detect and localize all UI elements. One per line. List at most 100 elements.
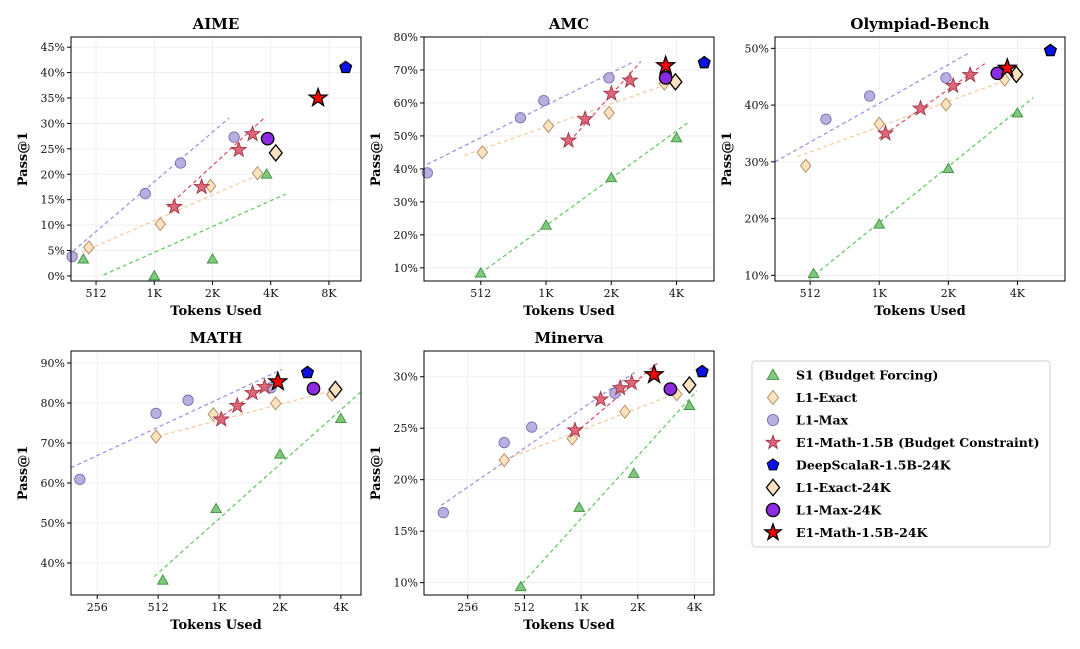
data-point-e1_24 [307,86,329,108]
legend-marker-star [762,521,784,542]
data-point-max [514,112,527,124]
y-tick-label: 35% [41,92,65,105]
legend: S1 (Budget Forcing) L1-Exact L1-Max E1-Math… [751,360,1051,548]
y-tick-label: 20% [41,168,65,181]
data-point-s1 [260,168,273,179]
y-tick-label: 10% [41,219,65,232]
data-point-s1 [573,501,586,512]
legend-label: E1-Math-1.5B (Budget Constraint) [796,435,1040,450]
data-point-exact [83,240,95,255]
legend-item: E1-Math-1.5B-24K [762,521,929,542]
trend-line-e1 [216,377,279,420]
trend-line-s1 [103,193,287,276]
data-point-e1 [876,124,895,141]
y-tick-label: 10% [394,577,418,590]
x-axis-label: Tokens Used [170,304,261,319]
data-point-s1 [156,574,169,585]
legend-marker-pentagon [766,458,780,471]
y-tick-label: 40% [745,99,769,112]
data-point-exact24 [682,375,697,395]
data-point-e1 [576,109,594,127]
trend-line-s1 [516,390,697,590]
y-tick-label: 80% [394,31,418,44]
data-point-exact [204,178,217,194]
x-tick-label: 4K [263,287,279,300]
legend-item: L1-Exact [766,389,857,406]
data-point-e1 [621,71,639,88]
y-tick-label: 50% [41,517,65,530]
legend-marker-star [764,433,782,450]
data-point-exact [603,105,615,121]
data-point-e1_24 [996,56,1019,78]
legend-label: E1-Math-1.5B-24K [796,525,929,540]
data-point-max [603,72,615,84]
data-point-e1 [243,124,262,142]
data-point-e1_24 [267,370,289,391]
chart-title: Olympiad-Bench [850,15,989,33]
data-point-max [820,113,832,125]
data-point-max [498,436,510,449]
trend-line-exact [157,389,335,437]
x-tick-label: 8K [321,287,337,300]
x-axis-label: Tokens Used [874,304,965,319]
y-tick-label: 30% [394,196,418,209]
y-tick-label: 20% [394,474,418,487]
x-axis-label: Tokens Used [170,618,261,633]
legend-label: L1-Max-24K [796,503,882,518]
data-point-exact [940,97,952,112]
y-tick-label: 60% [41,477,65,490]
x-tick-label: 4K [687,601,703,614]
y-tick-label: 0% [48,270,65,283]
chart-title: AMC [548,15,589,33]
y-tick-label: 25% [394,422,418,435]
y-axis-label: Pass@1 [369,132,384,187]
trend-line-e1 [167,117,265,208]
x-tick-label: 2K [604,287,620,300]
data-point-e1 [611,378,629,396]
data-point-max [150,407,162,420]
legend-label: L1-Exact [796,390,857,405]
data-point-s1 [206,252,219,264]
x-tick-label: 256 [87,601,108,614]
x-tick-label: 512 [470,287,491,300]
data-point-max24 [663,382,678,396]
legend-item: S1 (Budget Forcing) [766,368,938,383]
legend-marker-circle [765,502,781,518]
trend-line-exact [75,172,263,256]
data-point-s1 [334,412,347,423]
y-tick-label: 40% [41,67,65,80]
legend-marker-diamond [765,478,781,497]
x-tick-label: 1K [573,601,589,614]
plot-frame [70,350,362,596]
trend-line-max [427,61,635,165]
plot-frame [774,36,1066,282]
data-point-deepscaler [697,55,711,69]
plot-frame [70,36,362,282]
legend-item: DeepScalaR-1.5B-24K [766,458,952,473]
chart-panel-math: 256 512 1K 2K 4K 40% 50% 60% 70% 80% 90% MATH Tokens… [16,329,362,633]
y-axis-label: Pass@1 [720,132,735,187]
data-point-exact [566,431,579,446]
data-point-max [538,94,550,107]
x-tick-label: 256 [457,601,478,614]
data-point-e1 [622,373,641,391]
x-tick-label: 1K [147,287,163,300]
plot-frame [423,36,715,282]
data-point-exact [619,404,631,419]
chart-panel-aime: 512 1K 2K 4K 8K 0% 5% 10% 15% 20% 25% 30% 35% 40% 45% A… [16,15,362,319]
y-tick-label: 40% [394,163,418,176]
trend-line-max [775,51,971,163]
data-point-e1 [566,421,584,438]
data-point-s1 [942,162,955,174]
y-axis-label: Pass@1 [369,446,384,501]
x-tick-label: 512 [800,287,821,300]
data-point-e1 [961,65,979,83]
data-point-s1 [77,252,90,264]
data-point-exact [873,116,885,132]
x-tick-label: 1K [872,287,888,300]
y-tick-label: 10% [745,269,769,282]
data-point-max [174,157,187,169]
legend-label: DeepScalaR-1.5B-24K [796,458,952,473]
data-point-exact [498,452,510,468]
